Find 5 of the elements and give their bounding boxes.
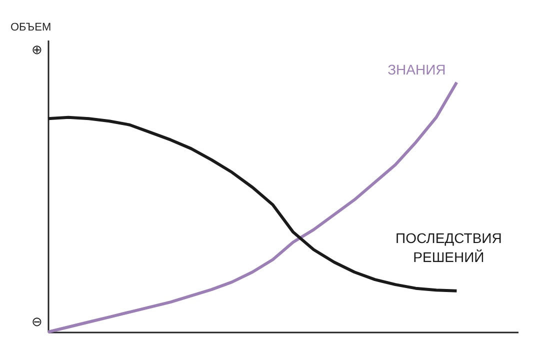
y-axis-title: ОБЪЕМ xyxy=(10,22,52,34)
series-label: ПОСЛЕДСТВИЯ РЕШЕНИЙ xyxy=(396,230,502,265)
series-label: ЗНАНИЯ xyxy=(388,61,446,78)
annotation: ⊖ xyxy=(32,315,42,330)
text: ⊕ xyxy=(32,43,42,58)
